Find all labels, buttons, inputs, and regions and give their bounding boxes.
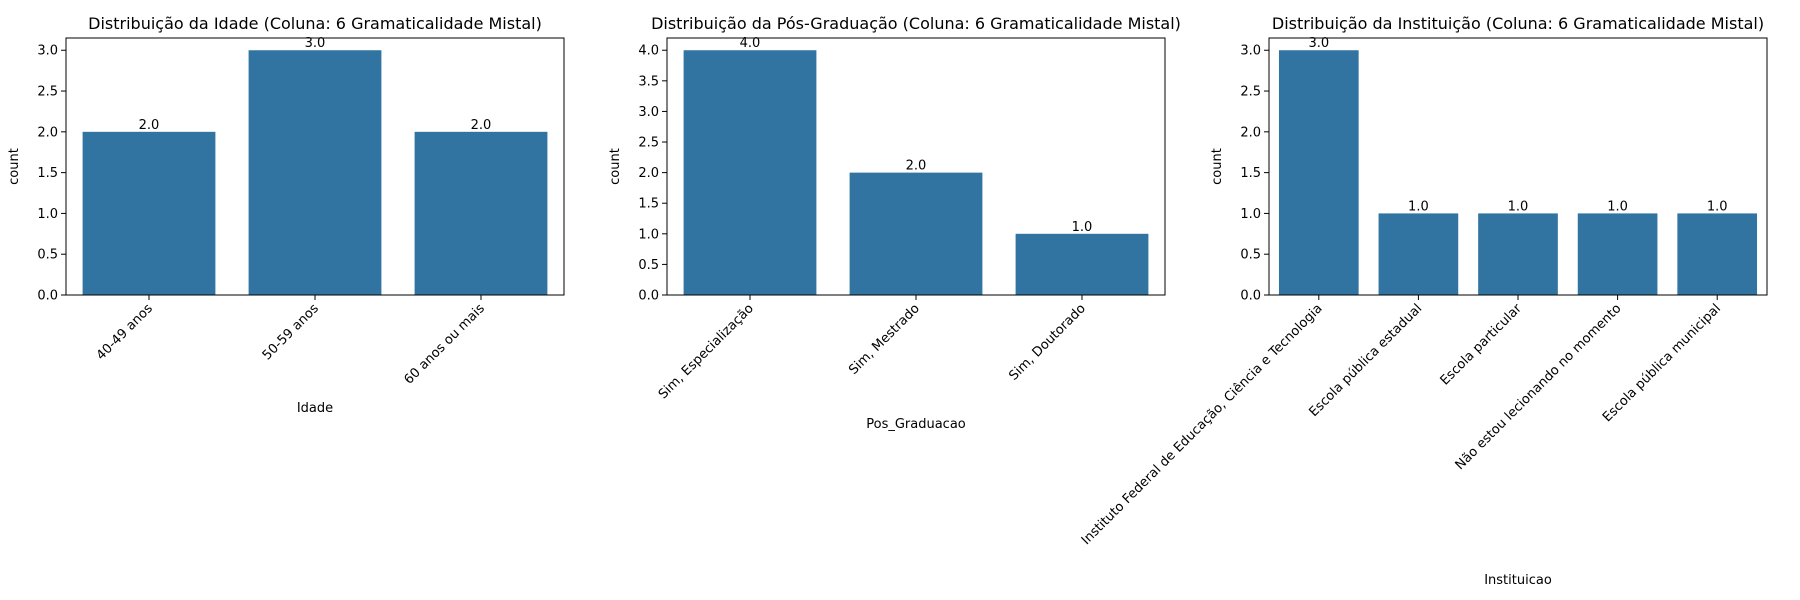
y-tick-label: 0.5	[638, 258, 659, 273]
axes-frame	[1268, 37, 1768, 296]
y-tick-label: 2.0	[638, 166, 659, 181]
bar	[1677, 213, 1758, 295]
chart-panel-2: Distribuição da Pós-Graduação (Coluna: 6…	[608, 14, 1181, 432]
x-tick-label: Sim, Especialização	[656, 301, 757, 402]
data-label: 3.0	[1308, 36, 1329, 51]
data-label: 3.0	[305, 36, 326, 51]
x-axis-label: Idade	[297, 401, 333, 416]
x-tick-label: Instituto Federal de Educação, Ciência e…	[1079, 301, 1326, 548]
y-tick-label: 0.5	[1240, 248, 1261, 263]
data-label: 2.0	[139, 118, 160, 133]
chart-panel-3: Distribuição da Instituição (Coluna: 6 G…	[1079, 14, 1768, 588]
data-label: 1.0	[1707, 199, 1728, 214]
y-tick-label: 2.0	[37, 125, 58, 140]
data-label: 2.0	[906, 159, 927, 174]
x-tick-label: 60 anos ou mais	[401, 301, 487, 387]
chart-panel-1: Distribuição da Idade (Coluna: 6 Gramati…	[7, 14, 565, 416]
axes-frame	[65, 37, 565, 296]
y-tick-label: 0.0	[638, 289, 659, 304]
y-axis-label: count	[7, 148, 22, 185]
bar	[1577, 213, 1658, 295]
y-tick-label: 2.5	[1240, 85, 1261, 100]
y-tick-label: 0.5	[37, 248, 58, 263]
y-tick-label: 1.5	[37, 166, 58, 181]
bar	[1378, 213, 1459, 295]
y-tick-label: 3.0	[1240, 44, 1261, 59]
bar	[1478, 213, 1558, 295]
y-tick-label: 4.0	[638, 44, 659, 59]
x-tick-label: Sim, Mestrado	[846, 301, 923, 378]
chart-title: Distribuição da Pós-Graduação (Coluna: 6…	[651, 14, 1181, 33]
x-axis-label: Pos_Graduacao	[866, 417, 966, 432]
data-label: 1.0	[1072, 220, 1093, 235]
axes-frame	[666, 37, 1166, 296]
bar	[248, 50, 382, 295]
y-tick-label: 1.0	[638, 227, 659, 242]
y-tick-label: 1.0	[37, 207, 58, 222]
data-label: 4.0	[740, 36, 761, 51]
bar	[1278, 50, 1359, 295]
x-tick-label: 40-49 anos	[94, 301, 156, 363]
y-tick-label: 2.5	[37, 85, 58, 100]
data-label: 1.0	[1607, 199, 1628, 214]
bar	[683, 50, 817, 295]
bar	[82, 131, 216, 295]
y-tick-label: 3.0	[638, 105, 659, 120]
y-tick-label: 1.5	[1240, 166, 1261, 181]
y-tick-label: 1.0	[1240, 207, 1261, 222]
y-tick-label: 1.5	[638, 197, 659, 212]
y-tick-label: 3.5	[638, 74, 659, 89]
bar	[849, 172, 983, 295]
x-tick-label: Escola pública estadual	[1306, 301, 1425, 420]
data-label: 1.0	[1508, 199, 1529, 214]
y-tick-label: 0.0	[1240, 289, 1261, 304]
chart-title: Distribuição da Idade (Coluna: 6 Gramati…	[88, 14, 542, 33]
data-label: 2.0	[471, 118, 492, 133]
x-axis-label: Instituicao	[1484, 573, 1552, 588]
y-axis-label: count	[608, 148, 623, 185]
chart-title: Distribuição da Instituição (Coluna: 6 G…	[1272, 14, 1764, 33]
x-tick-label: Escola particular	[1438, 301, 1526, 389]
y-tick-label: 0.0	[37, 289, 58, 304]
x-tick-label: 50-59 anos	[260, 301, 322, 363]
y-tick-label: 3.0	[37, 44, 58, 59]
y-tick-label: 2.0	[1240, 125, 1261, 140]
y-tick-label: 2.5	[638, 136, 659, 151]
y-axis-label: count	[1210, 148, 1225, 185]
bar	[414, 131, 548, 295]
data-label: 1.0	[1408, 199, 1429, 214]
x-tick-label: Sim, Doutorado	[1006, 301, 1088, 383]
x-tick-label: Escola pública municipal	[1600, 301, 1724, 425]
x-tick-label: Não estou lecionando no momento	[1453, 301, 1625, 473]
bar	[1015, 233, 1149, 295]
